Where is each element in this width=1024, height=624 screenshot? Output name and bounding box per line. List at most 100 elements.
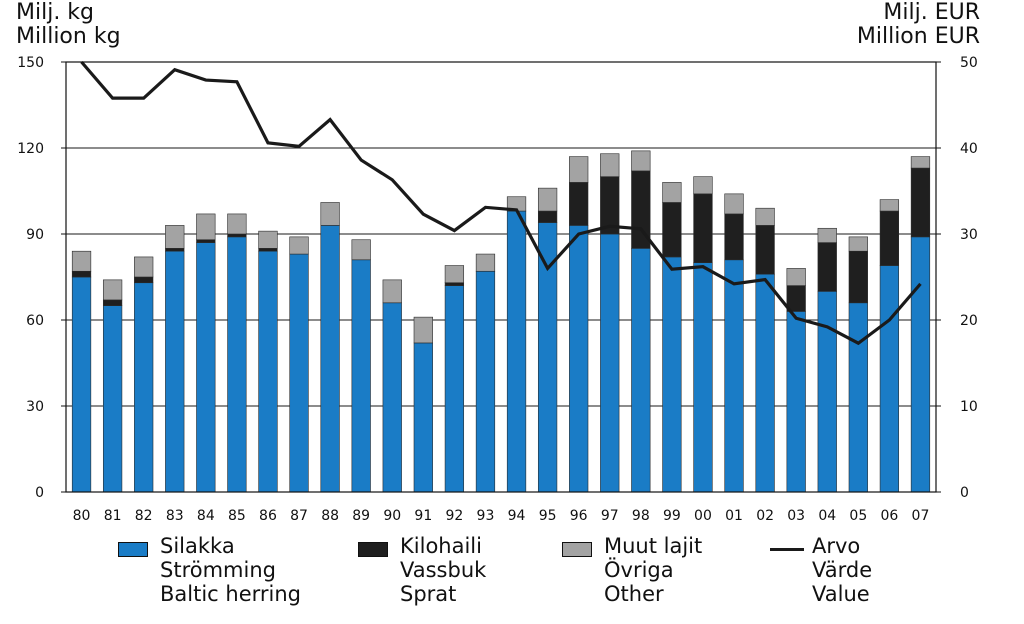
legend-label-herring: Silakka Strömming Baltic herring: [160, 534, 301, 606]
x-tick-label: 84: [197, 508, 215, 524]
bar-segment-other: [569, 156, 589, 183]
bar-segment-herring: [227, 236, 247, 493]
bar-segment-herring: [693, 262, 713, 493]
bar-segment-herring: [320, 225, 340, 493]
x-tick-label: 86: [259, 508, 277, 524]
bar-segment-other: [134, 256, 154, 278]
bar-segment-sprat: [196, 239, 216, 243]
bar-segment-herring: [724, 259, 744, 493]
bar-segment-sprat: [71, 270, 92, 278]
bar-segment-other: [817, 227, 837, 243]
bar-segment-herring: [506, 210, 527, 493]
bar-segment-sprat: [724, 213, 744, 261]
bar-segment-other: [196, 213, 216, 241]
bar-segment-other: [631, 150, 651, 172]
right-axis-title-line2: Million EUR: [856, 24, 980, 49]
legend-swatch-value: [770, 548, 804, 551]
bar-segment-herring: [475, 270, 496, 493]
x-tick-label: 90: [383, 508, 401, 524]
bar-segment-herring: [71, 276, 92, 493]
legend-other-fi: Muut lajit: [604, 534, 703, 558]
x-tick-label: 80: [73, 508, 91, 524]
bar-segment-sprat: [786, 285, 806, 312]
bar-segment-other: [102, 279, 123, 301]
left-tick-label: 30: [26, 399, 44, 415]
bar-segment-herring: [879, 265, 900, 493]
bar-segment-sprat: [755, 225, 775, 275]
x-tick-label: 91: [414, 508, 432, 524]
plot-frame: [65, 61, 937, 493]
bar-segment-herring: [600, 233, 620, 493]
right-tick-label: 50: [960, 55, 978, 71]
x-tick-label: 05: [849, 508, 867, 524]
left-tick-label: 0: [35, 485, 44, 501]
x-tick-label: 85: [228, 508, 246, 524]
bar-segment-herring: [258, 250, 278, 493]
bar-segment-other: [320, 202, 340, 226]
right-axis-title-line1: Milj. EUR: [883, 0, 980, 25]
legend-label-sprat: Kilohaili Vassbuk Sprat: [400, 534, 486, 606]
legend-swatch-other: [562, 542, 592, 557]
bar-segment-sprat: [879, 210, 900, 266]
left-axis-title-line2: Million kg: [16, 24, 121, 49]
bar-segment-other: [71, 250, 92, 272]
bar-segment-sprat: [693, 193, 713, 263]
legend-sprat-sv: Vassbuk: [400, 558, 487, 582]
legend-other-en: Other: [604, 582, 664, 606]
right-tick-label: 0: [960, 485, 969, 501]
right-axis-title: Milj. EUR Million EUR: [857, 1, 980, 49]
x-tick-label: 01: [725, 508, 743, 524]
bar-segment-herring: [848, 302, 868, 493]
bar-segment-other: [537, 187, 558, 212]
legend-swatch-herring: [118, 542, 148, 557]
bar-segment-other: [910, 156, 931, 169]
bar-segment-sprat: [537, 210, 558, 223]
bar-segment-other: [600, 153, 620, 177]
bar-segment-other: [227, 213, 247, 235]
x-tick-label: 88: [321, 508, 339, 524]
legend-sprat-en: Sprat: [400, 582, 457, 606]
x-tick-label: 96: [570, 508, 588, 524]
bar-segment-herring: [102, 305, 123, 493]
legend-other-sv: Övriga: [604, 558, 674, 582]
x-tick-label: 95: [539, 508, 557, 524]
legend-value-sv: Värde: [812, 558, 873, 582]
legend-herring-sv: Strömming: [160, 558, 276, 582]
bar-segment-other: [413, 316, 433, 344]
bar-segment-other: [258, 230, 278, 249]
x-tick-label: 89: [352, 508, 370, 524]
bar-segment-herring: [631, 248, 651, 493]
bar-segment-herring: [817, 291, 837, 493]
x-tick-label: 92: [445, 508, 463, 524]
bar-segment-herring: [413, 342, 433, 493]
left-axis-title: Milj. kg Million kg: [16, 1, 121, 49]
bar-segment-sprat: [102, 299, 123, 306]
bars: [71, 150, 931, 493]
bar-segment-herring: [910, 236, 931, 493]
bar-segment-other: [382, 279, 402, 304]
bar-segment-sprat: [134, 276, 154, 284]
bar-segment-sprat: [258, 248, 278, 252]
bar-segment-other: [351, 239, 371, 261]
bar-segment-other: [786, 268, 806, 286]
bar-segment-sprat: [444, 282, 465, 286]
bar-segment-other: [879, 199, 900, 212]
bar-segment-herring: [662, 256, 682, 493]
value-line-path: [80, 60, 922, 346]
x-tick-label: 07: [912, 508, 930, 524]
bar-segment-herring: [196, 242, 216, 493]
legend-swatch-sprat: [358, 542, 388, 557]
x-tick-label: 97: [601, 508, 619, 524]
bar-segment-sprat: [227, 233, 247, 238]
legend-label-value: Arvo Värde Value: [812, 534, 872, 606]
x-tick-label: 81: [104, 508, 122, 524]
left-tick-label: 90: [26, 227, 44, 243]
value-line: [80, 60, 922, 346]
bar-segment-herring: [786, 311, 806, 493]
bar-segment-herring: [351, 259, 371, 493]
legend-label-other: Muut lajit Övriga Other: [604, 534, 702, 606]
x-tick-label: 02: [756, 508, 774, 524]
bar-segment-other: [444, 265, 465, 284]
bar-segment-herring: [289, 253, 309, 493]
